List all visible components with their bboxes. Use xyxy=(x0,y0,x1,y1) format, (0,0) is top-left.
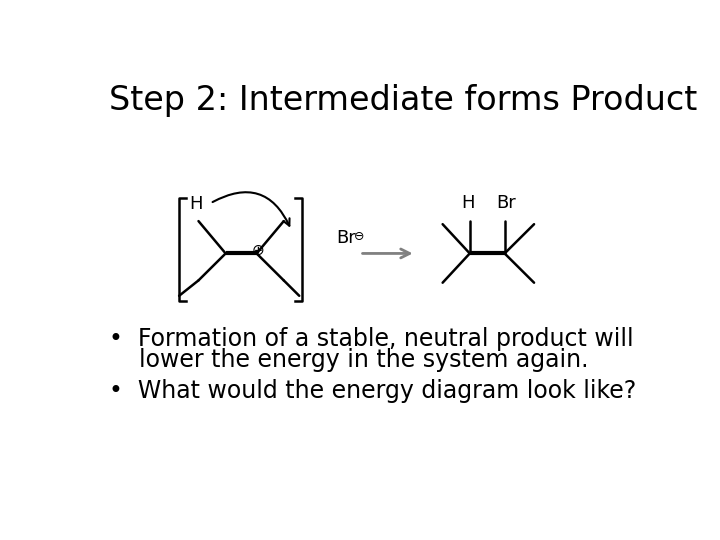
Text: Br: Br xyxy=(336,230,356,247)
Text: lower the energy in the system again.: lower the energy in the system again. xyxy=(109,348,589,372)
Text: H: H xyxy=(189,195,203,213)
Text: •  What would the energy diagram look like?: • What would the energy diagram look lik… xyxy=(109,379,636,403)
Text: ⊖: ⊖ xyxy=(354,230,364,242)
Text: •  Formation of a stable, neutral product will: • Formation of a stable, neutral product… xyxy=(109,327,634,350)
Text: Br: Br xyxy=(496,194,516,212)
Text: H: H xyxy=(462,194,475,212)
Text: Step 2: Intermediate forms Product: Step 2: Intermediate forms Product xyxy=(109,84,698,117)
Text: ⊕: ⊕ xyxy=(252,243,264,258)
